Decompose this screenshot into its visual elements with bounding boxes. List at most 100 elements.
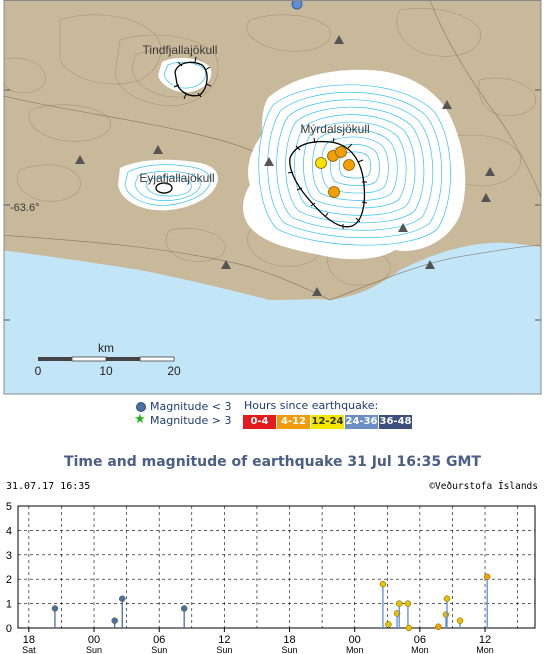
y-tick-label: 0 <box>6 623 12 635</box>
plot-grid <box>17 505 536 629</box>
caldera-tick <box>194 56 197 63</box>
quake-point <box>119 595 126 602</box>
x-tick-hour-label: 00 <box>88 634 100 646</box>
chart-title: Time and magnitude of earthquake 31 Jul … <box>64 454 481 470</box>
magnitude-small-icon <box>136 402 146 412</box>
ice-contour-line <box>303 121 407 209</box>
x-tick-day-label: Sun <box>151 645 167 654</box>
station-triangle-icon <box>334 35 344 44</box>
ice-contour-line <box>267 91 443 239</box>
place-label-myrdalsjokull: Mýrdalsjökull <box>300 122 369 136</box>
ice-contour-line <box>258 84 451 246</box>
x-tick-day-label: Sun <box>216 645 232 654</box>
station-triangle-icon <box>485 167 495 176</box>
magnitude-large-star-icon: ★ <box>134 412 146 427</box>
caldera-tick <box>347 143 353 149</box>
plot-frame <box>17 505 536 629</box>
caldera-tick <box>332 137 335 144</box>
latitude-label: -63.6° <box>10 202 39 214</box>
legend-hours-0-4: 0-4 <box>243 415 276 429</box>
legend-hours-4-12: 4-12 <box>277 415 310 429</box>
x-tick-hour-label: 00 <box>349 634 361 646</box>
timestamp: 31.07.17 16:35 <box>6 481 90 492</box>
quake-point <box>51 605 59 612</box>
caldera-tick <box>295 145 301 151</box>
quake-point <box>379 580 387 588</box>
station-triangle-icon <box>425 260 435 269</box>
seismic-map[interactable]: Tindfjallajökull Mýrdalsjökull Eyjafjall… <box>0 0 545 397</box>
quake-point <box>180 605 188 612</box>
quake-point <box>435 623 442 631</box>
legend-magnitude-large: Magnitude > 3 <box>150 414 232 427</box>
quake-point <box>404 600 412 607</box>
station-triangle-icon <box>481 193 491 202</box>
caldera-tick <box>183 93 187 100</box>
legend-hours-12-24: 12-24 <box>311 415 344 429</box>
scale-tick-20: 20 <box>167 364 181 378</box>
station-marker <box>291 0 303 10</box>
ice-contour-line <box>321 136 389 194</box>
calderas <box>155 61 366 228</box>
y-tick-label: 2 <box>6 574 12 586</box>
caldera-tick <box>205 83 212 87</box>
legend-magnitude-small: Magnitude < 3 <box>150 400 232 413</box>
quake-point <box>456 617 464 624</box>
place-label-eyjafjallajokull: Eyjafjallajökull <box>139 171 214 185</box>
eyjafjallajokull-ice <box>118 159 218 211</box>
caldera-tick <box>357 159 364 163</box>
legend-hours-title: Hours since earthquake: <box>244 399 379 412</box>
x-tick-day-label: Mon <box>476 645 494 654</box>
scale-title: km <box>98 341 114 355</box>
y-tick-label: 3 <box>6 550 12 562</box>
caldera-tick <box>287 171 294 174</box>
ice-contour-line <box>338 151 372 179</box>
ice-contour-line <box>276 99 434 231</box>
quake-point <box>443 595 451 602</box>
quake-point <box>111 617 118 624</box>
caldera-tick <box>197 92 202 98</box>
seismic-stations <box>75 35 495 296</box>
map-legend: Magnitude < 3 ★ Magnitude > 3 Hours sinc… <box>0 397 545 442</box>
quake-point <box>395 600 403 607</box>
eyjafjallajokull-contours <box>124 164 211 206</box>
myrdalsjokull-contours <box>258 84 451 246</box>
x-tick-day-label: Mon <box>346 645 364 654</box>
station-triangle-icon <box>221 260 231 269</box>
earthquake-marker[interactable] <box>328 186 340 198</box>
x-tick-hour-label: 06 <box>414 634 426 646</box>
x-tick-day-label: Sun <box>86 645 102 654</box>
ice-contour-line <box>294 114 416 216</box>
caldera-tick <box>204 66 211 71</box>
place-label-tindfjallajokull: Tindfjallajökull <box>143 43 218 57</box>
legend-hours-36-48: 36-48 <box>379 415 412 429</box>
earthquake-markers[interactable] <box>315 146 355 198</box>
ice-contour-line <box>285 106 425 224</box>
x-tick-day-label: Mon <box>411 645 429 654</box>
earthquake-marker[interactable] <box>343 159 355 171</box>
x-tick-day-label: Sat <box>22 645 36 654</box>
earthquake-marker[interactable] <box>315 157 327 169</box>
ice-contour-line <box>329 144 380 186</box>
station-triangle-icon <box>264 157 274 166</box>
quake-point <box>393 610 401 617</box>
quake-point <box>442 611 450 618</box>
caldera-tick <box>361 201 368 204</box>
credit: ©Veðurstofa Íslands <box>429 480 538 492</box>
station-triangle-icon <box>398 223 408 232</box>
station-triangle-icon <box>442 100 452 109</box>
y-axis-ticks: 0 1 2 3 4 5 <box>6 501 12 635</box>
scale-tick-0: 0 <box>35 364 42 378</box>
quake-point <box>405 624 413 632</box>
map-frame <box>3 0 542 395</box>
plot-points <box>51 573 491 632</box>
station-triangle-icon <box>75 155 85 164</box>
quake-point <box>483 573 491 581</box>
caldera-ticks <box>173 56 368 229</box>
map-border-ticks <box>4 89 541 321</box>
caldera-tick <box>173 84 180 88</box>
station-triangle-icon <box>153 145 163 154</box>
earthquake-marker[interactable] <box>335 146 347 158</box>
x-tick-hour-label: 06 <box>153 634 165 646</box>
y-tick-label: 5 <box>6 501 12 513</box>
